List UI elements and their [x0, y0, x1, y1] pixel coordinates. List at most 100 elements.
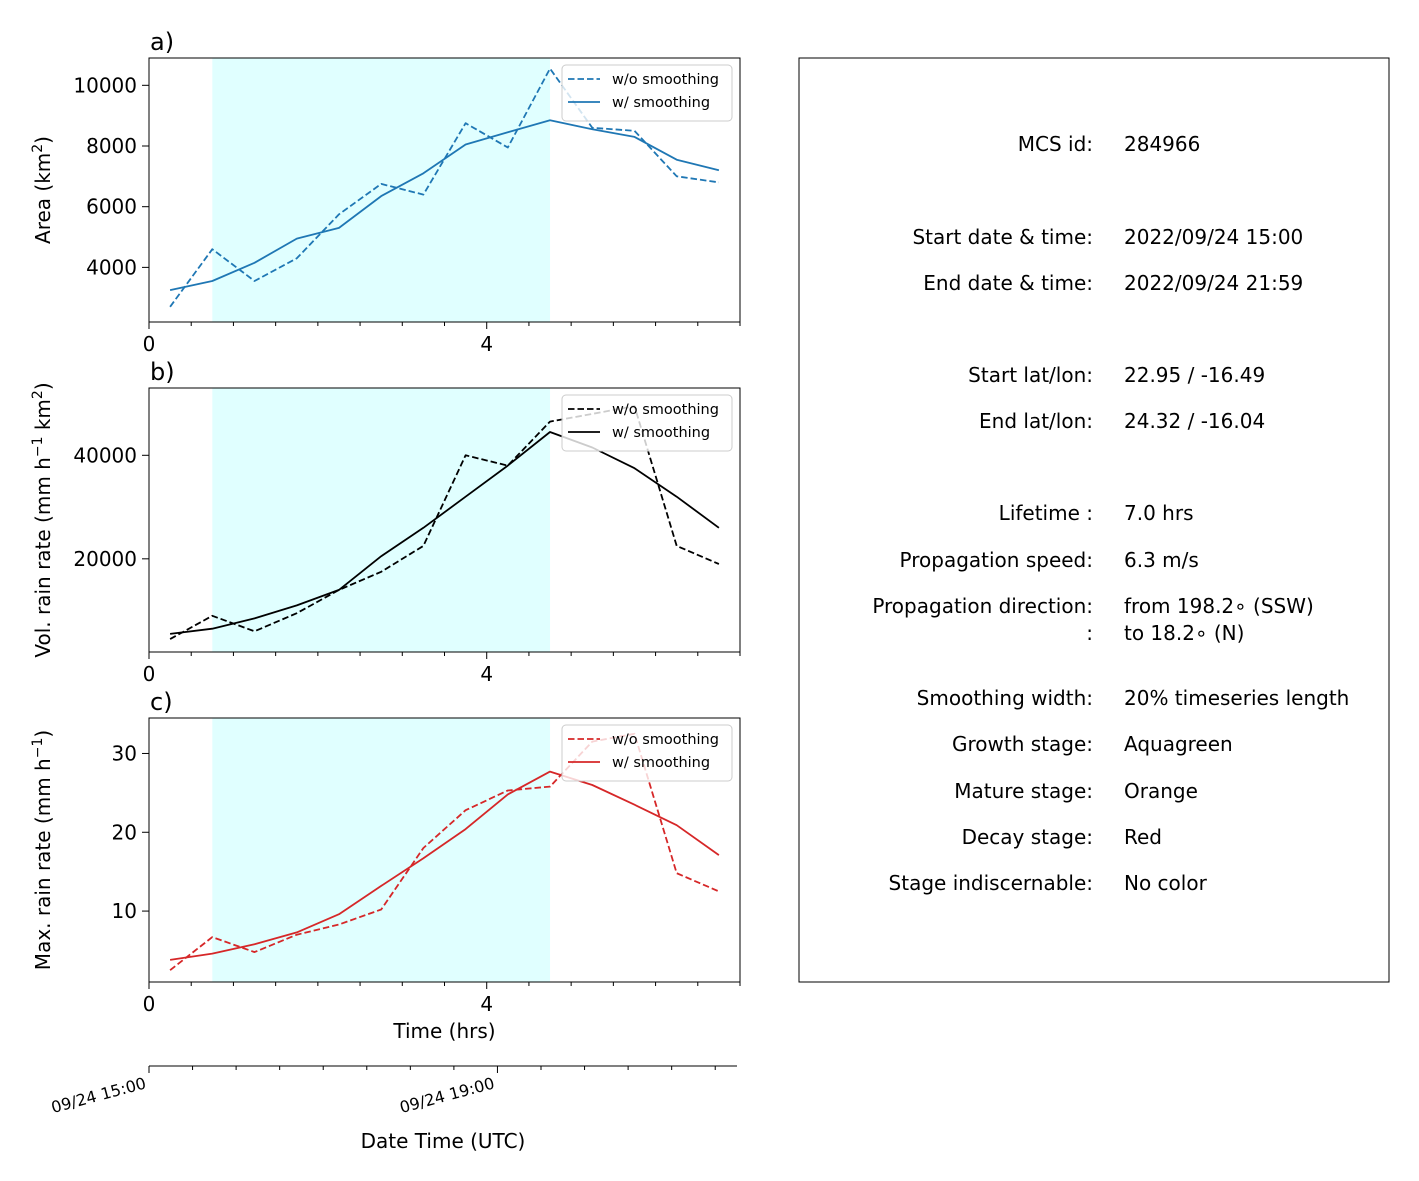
info-panel: MCS id: 284966 Start date & time: 2022/09/2…: [798, 57, 1390, 983]
y-tick-label: 40000: [73, 443, 137, 467]
info-row: Mature stage: Orange: [954, 779, 1198, 803]
datetime-axis: 09/24 15:00 09/24 19:00 Date Time (UTC): [49, 1065, 737, 1153]
legend-box: [561, 724, 733, 782]
datetime-tick-label: 09/24 15:00: [49, 1074, 148, 1118]
y-tick-label: 4000: [86, 255, 137, 279]
growth-stage-shading: [212, 388, 551, 652]
y-axis-label: Vol. rain rate (mm h−1 km2): [30, 382, 55, 657]
panel-label: b): [150, 358, 175, 386]
legend-label: w/ smoothing: [612, 95, 710, 111]
legend-box: [561, 394, 733, 452]
y-tick-label: 30: [112, 741, 137, 765]
info-value: 284966: [1124, 132, 1200, 156]
datetime-axis-label: Date Time (UTC): [361, 1129, 526, 1153]
y-axis-label-text-mid: km: [31, 399, 55, 436]
y-tick-label: 10000: [73, 73, 137, 97]
y-axis-label-text-end: ): [31, 382, 55, 390]
series-line-smoothed: [169, 431, 720, 635]
y-axis-label-text: Max. rain rate (mm h: [31, 758, 55, 970]
info-value: Orange: [1124, 779, 1198, 803]
legend: w/o smoothing w/ smoothing: [561, 394, 733, 452]
y-axis-label: Area (km2): [30, 136, 55, 244]
legend-label: w/ smoothing: [612, 425, 710, 441]
info-frame: [798, 57, 1390, 983]
y-axis-label-superscript-2: 2: [30, 390, 46, 399]
datetime-tick-label: 09/24 19:00: [398, 1074, 497, 1118]
info-row: Propagation direction: from 198.2∘ (SSW): [872, 594, 1314, 618]
x-tick-label: 4: [480, 992, 493, 1016]
y-axis-label-superscript: 2: [30, 144, 46, 153]
info-row: Decay stage: Red: [962, 825, 1162, 849]
panel-a: 0 4 4000 6000 8000 10000 a) Area (km2) w/o smoot…: [30, 28, 741, 356]
info-value: 22.95 / -16.49: [1124, 363, 1265, 387]
info-value: No color: [1124, 871, 1208, 895]
legend: w/o smoothing w/ smoothing: [561, 64, 733, 122]
series-line-smoothed: [169, 119, 720, 291]
info-row: : to 18.2∘ (N): [1086, 621, 1244, 645]
x-tick-label: 4: [480, 662, 493, 686]
x-tick-label: 0: [143, 662, 156, 686]
info-value: 2022/09/24 21:59: [1124, 271, 1303, 295]
x-tick-label: 4: [480, 332, 493, 356]
legend: w/o smoothing w/ smoothing: [561, 724, 733, 782]
info-label: Propagation speed:: [900, 548, 1093, 572]
growth-stage-shading: [212, 58, 551, 322]
info-value: 6.3 m/s: [1124, 548, 1199, 572]
y-axis-label-text: Vol. rain rate (mm h: [31, 457, 55, 658]
info-row: End lat/lon: 24.32 / -16.04: [979, 409, 1265, 433]
info-row: Start date & time: 2022/09/24 15:00: [912, 225, 1303, 249]
info-label: End date & time:: [923, 271, 1093, 295]
info-label: Mature stage:: [954, 779, 1093, 803]
info-label: Stage indiscernable:: [889, 871, 1093, 895]
info-label: :: [1086, 621, 1093, 645]
info-label: End lat/lon:: [979, 409, 1093, 433]
info-row: Growth stage: Aquagreen: [952, 732, 1233, 756]
info-label: Smoothing width:: [917, 686, 1093, 710]
y-axis-label-superscript: −1: [30, 738, 46, 759]
series-line-smoothed: [169, 770, 720, 961]
info-value: Aquagreen: [1124, 732, 1233, 756]
series-line-raw: [169, 67, 720, 308]
info-label: Growth stage:: [952, 732, 1093, 756]
info-label: Propagation direction:: [872, 594, 1093, 618]
y-tick-label: 20000: [73, 547, 137, 571]
y-axis-label: Max. rain rate (mm h−1): [30, 730, 55, 970]
info-row: Propagation speed: 6.3 m/s: [900, 548, 1199, 572]
legend-box: [561, 64, 733, 122]
y-axis-label-text: Area (km: [31, 153, 55, 244]
y-axis-label-text-end: ): [31, 730, 55, 738]
info-value: 7.0 hrs: [1124, 501, 1193, 525]
y-tick-label: 6000: [86, 195, 137, 219]
info-value: Red: [1124, 825, 1162, 849]
info-value: 24.32 / -16.04: [1124, 409, 1265, 433]
y-axis-label-superscript: −1: [30, 437, 46, 458]
y-tick-label: 10: [112, 899, 137, 923]
x-tick-label: 0: [143, 992, 156, 1016]
panel-b: 0 4 20000 40000 b) Vol. rain rate (mm h−1 km2…: [30, 358, 741, 686]
info-label: Decay stage:: [962, 825, 1093, 849]
growth-stage-shading: [212, 718, 551, 982]
info-row: MCS id: 284966: [1018, 132, 1201, 156]
info-label: MCS id:: [1018, 132, 1093, 156]
series-line-raw: [169, 732, 720, 971]
info-row: End date & time: 2022/09/24 21:59: [923, 271, 1303, 295]
panel-label: a): [150, 28, 174, 56]
info-value: to 18.2∘ (N): [1124, 621, 1244, 645]
y-axis-label-text-end: ): [31, 136, 55, 144]
legend-label: w/ smoothing: [612, 755, 710, 771]
legend-label: w/o smoothing: [612, 72, 719, 88]
info-value: 2022/09/24 15:00: [1124, 225, 1303, 249]
info-row: Stage indiscernable: No color: [889, 871, 1208, 895]
legend-label: w/o smoothing: [612, 732, 719, 748]
panel-label: c): [150, 688, 173, 716]
info-label: Lifetime :: [999, 501, 1093, 525]
x-axis-label: Time (hrs): [392, 1019, 495, 1043]
x-tick-label: 0: [143, 332, 156, 356]
y-tick-label: 20: [112, 820, 137, 844]
y-tick-label: 8000: [86, 134, 137, 158]
info-row: Lifetime : 7.0 hrs: [999, 501, 1194, 525]
panel-c: 0 4 10 20 30 c) Max. rain rate (mm h−1) w/o smo…: [30, 688, 741, 1153]
info-value: 20% timeseries length: [1124, 686, 1349, 710]
info-label: Start date & time:: [912, 225, 1093, 249]
